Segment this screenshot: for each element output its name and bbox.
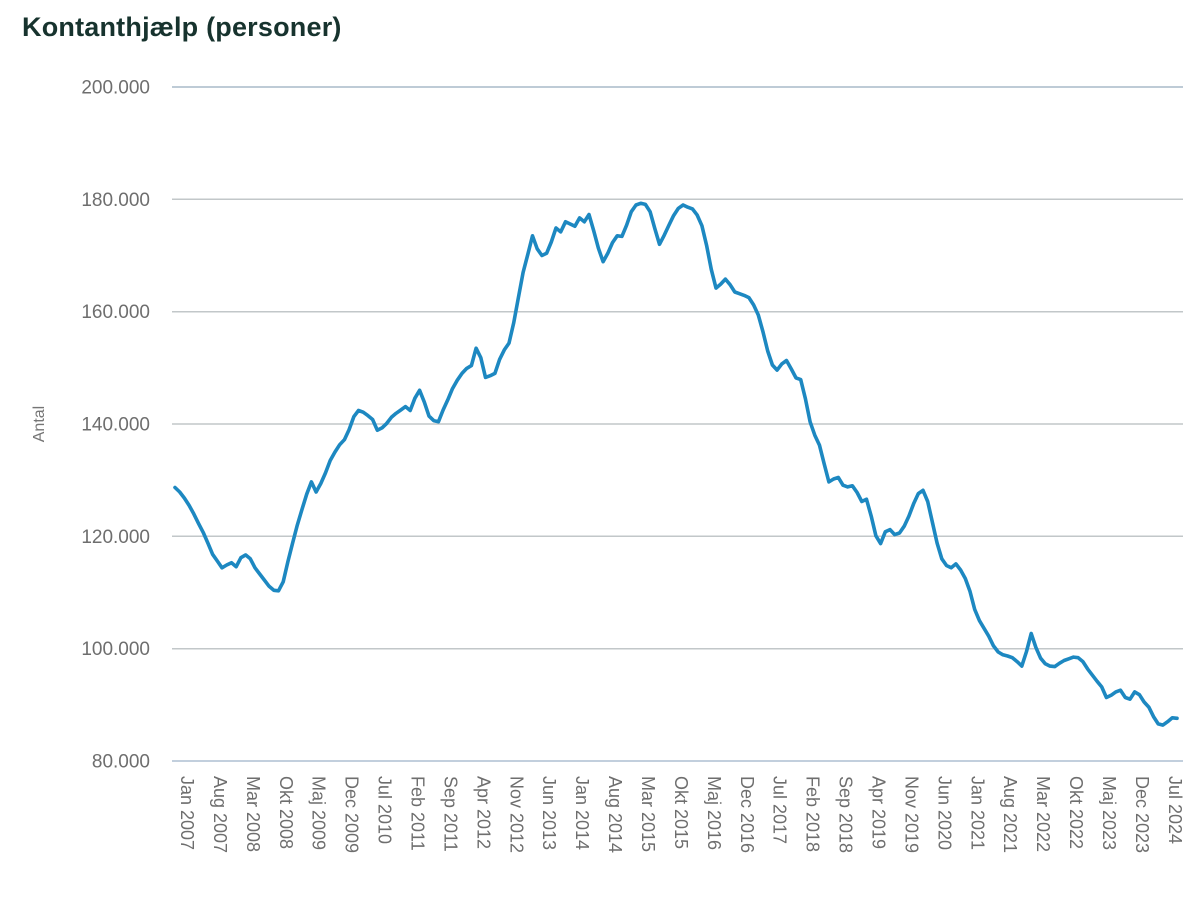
gridlines — [172, 86, 1183, 762]
x-tick-label: Mar 2015 — [638, 776, 658, 852]
x-tick-label: Aug 2014 — [605, 776, 625, 853]
x-tick-label: Okt 2022 — [1066, 776, 1086, 849]
x-tick-label: Maj 2016 — [704, 776, 724, 850]
x-tick-label: Dec 2009 — [342, 776, 362, 853]
x-tick-label: Feb 2011 — [408, 776, 428, 851]
y-tick-label: 120.000 — [81, 527, 150, 548]
kontanthjaelp-series-line — [173, 201, 1179, 727]
chart-title: Kontanthjælp (personer) — [22, 12, 342, 42]
x-axis-tick-labels: Jan 2007 Aug 2007 Mar 2008 Okt 2008 Maj 2009… — [177, 776, 1185, 853]
x-tick-label: Jun 2020 — [934, 776, 954, 850]
x-tick-label: Sep 2018 — [836, 776, 856, 853]
y-tick-label: 100.000 — [81, 639, 150, 660]
x-tick-label: Maj 2023 — [1099, 776, 1119, 850]
x-tick-label: Okt 2008 — [276, 776, 296, 849]
x-tick-label: Mar 2008 — [243, 776, 263, 852]
x-tick-label: Nov 2012 — [506, 776, 526, 853]
y-tick-label: 200.000 — [81, 78, 150, 99]
x-tick-label: Maj 2009 — [309, 776, 329, 850]
y-tick-label: 80.000 — [92, 752, 150, 773]
x-tick-label: Okt 2015 — [671, 776, 691, 849]
x-tick-label: Apr 2012 — [473, 776, 493, 849]
x-tick-label: Jul 2010 — [375, 776, 395, 844]
x-tick-label: Aug 2007 — [210, 776, 230, 853]
x-tick-label: Apr 2019 — [869, 776, 889, 849]
x-tick-label: Mar 2022 — [1033, 776, 1053, 852]
x-tick-label: Jan 2021 — [967, 776, 987, 850]
x-tick-label: Jun 2013 — [539, 776, 559, 850]
x-tick-label: Sep 2011 — [440, 776, 460, 852]
x-tick-label: Jan 2014 — [572, 776, 592, 850]
x-tick-label: Aug 2021 — [1000, 776, 1020, 853]
x-tick-label: Jul 2017 — [770, 776, 790, 844]
x-tick-label: Dec 2023 — [1132, 776, 1152, 853]
x-tick-label: Nov 2019 — [902, 776, 922, 853]
x-tick-label: Dec 2016 — [737, 776, 757, 853]
x-tick-label: Feb 2018 — [803, 776, 823, 852]
x-tick-label: Jan 2007 — [177, 776, 197, 850]
x-tick-label: Jul 2024 — [1165, 776, 1185, 844]
y-tick-label: 140.000 — [81, 415, 150, 436]
y-axis-tick-labels: 80.000 100.000 120.000 140.000 160.000 180.00… — [81, 78, 150, 773]
y-tick-label: 160.000 — [81, 302, 150, 323]
y-tick-label: 180.000 — [81, 190, 150, 211]
